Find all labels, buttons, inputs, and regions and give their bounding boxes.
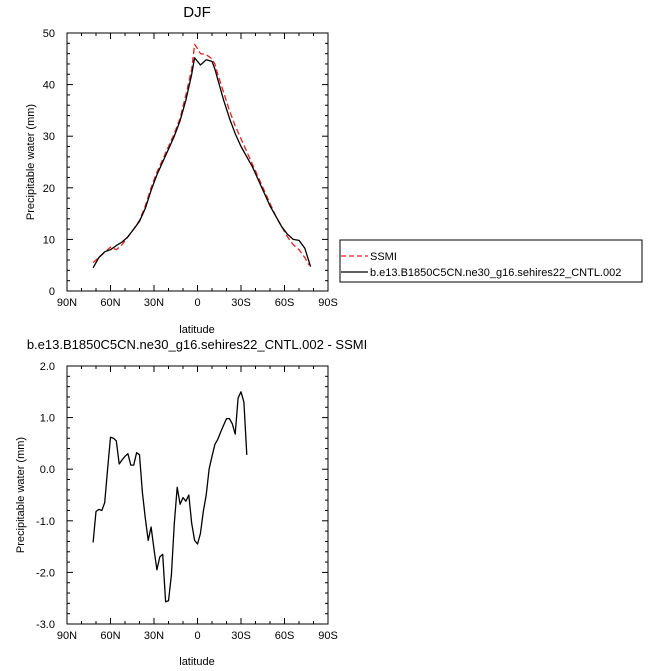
legend-label-ssmi: SSMI xyxy=(370,251,397,263)
y-tick-label: -2.0 xyxy=(36,567,55,579)
y-tick-label: 2.0 xyxy=(40,361,55,373)
plot-frame xyxy=(66,32,329,292)
x-tick-label: 60N xyxy=(100,297,120,309)
y-tick-label: 30 xyxy=(43,131,55,143)
bottom-panel: b.e13.B1850C5CN.ne30_g16.sehires22_CNTL.… xyxy=(15,337,367,668)
x-tick-label: 0 xyxy=(194,297,200,309)
legend-label-model: b.e13.B1850C5CN.ne30_g16.sehires22_CNTL.… xyxy=(370,267,621,279)
x-tick-label: 0 xyxy=(194,630,200,642)
x-tick-label: 30N xyxy=(144,297,164,309)
y-tick-label: -1.0 xyxy=(36,516,55,528)
data-lines xyxy=(92,391,248,603)
x-tick-label: 60S xyxy=(275,630,295,642)
series-line-1 xyxy=(92,57,312,269)
chart-title: b.e13.B1850C5CN.ne30_g16.sehires22_CNTL.… xyxy=(27,337,367,352)
series-line-0 xyxy=(92,43,310,266)
axis-ticks: 90N 60N 30N 0 30S 60S 90S 0 10 20 30 40 50 xyxy=(43,28,338,309)
data-lines xyxy=(92,43,312,269)
series-line-0 xyxy=(92,391,248,603)
legend-box xyxy=(339,239,643,283)
y-tick-label: -3.0 xyxy=(36,619,55,631)
x-tick-label: 90S xyxy=(318,630,338,642)
y-tick-label: 1.0 xyxy=(40,413,55,425)
axis-ticks: 90N 60N 30N 0 30S 60S 90S -3.0 -2.0 -1.0 0.0 1.0 2.0 xyxy=(36,361,338,642)
x-axis-label: latitude xyxy=(179,656,214,668)
x-tick-label: 60N xyxy=(100,630,120,642)
x-tick-label: 30S xyxy=(231,297,251,309)
legend: SSMI b.e13.B1850C5CN.ne30_g16.sehires22_… xyxy=(339,239,643,283)
y-tick-label: 0.0 xyxy=(40,464,55,476)
x-axis-label: latitude xyxy=(179,324,214,336)
y-tick-label: 40 xyxy=(43,80,55,92)
y-tick-label: 50 xyxy=(43,28,55,40)
y-tick-label: 20 xyxy=(43,183,55,195)
plot-frame xyxy=(66,365,329,625)
x-tick-label: 30S xyxy=(231,630,251,642)
x-tick-label: 60S xyxy=(275,297,295,309)
x-tick-label: 30N xyxy=(144,630,164,642)
y-tick-label: 10 xyxy=(43,234,55,246)
top-panel: DJF Precipitable water (mm) latitude 90N… xyxy=(25,4,338,336)
x-tick-label: 90N xyxy=(57,297,77,309)
chart-title: DJF xyxy=(183,4,211,21)
x-tick-label: 90S xyxy=(318,297,338,309)
x-tick-label: 90N xyxy=(57,630,77,642)
y-tick-label: 0 xyxy=(49,286,55,298)
y-axis-label: Precipitable water (mm) xyxy=(25,104,37,220)
y-axis-label: Precipitable water (mm) xyxy=(15,437,27,553)
